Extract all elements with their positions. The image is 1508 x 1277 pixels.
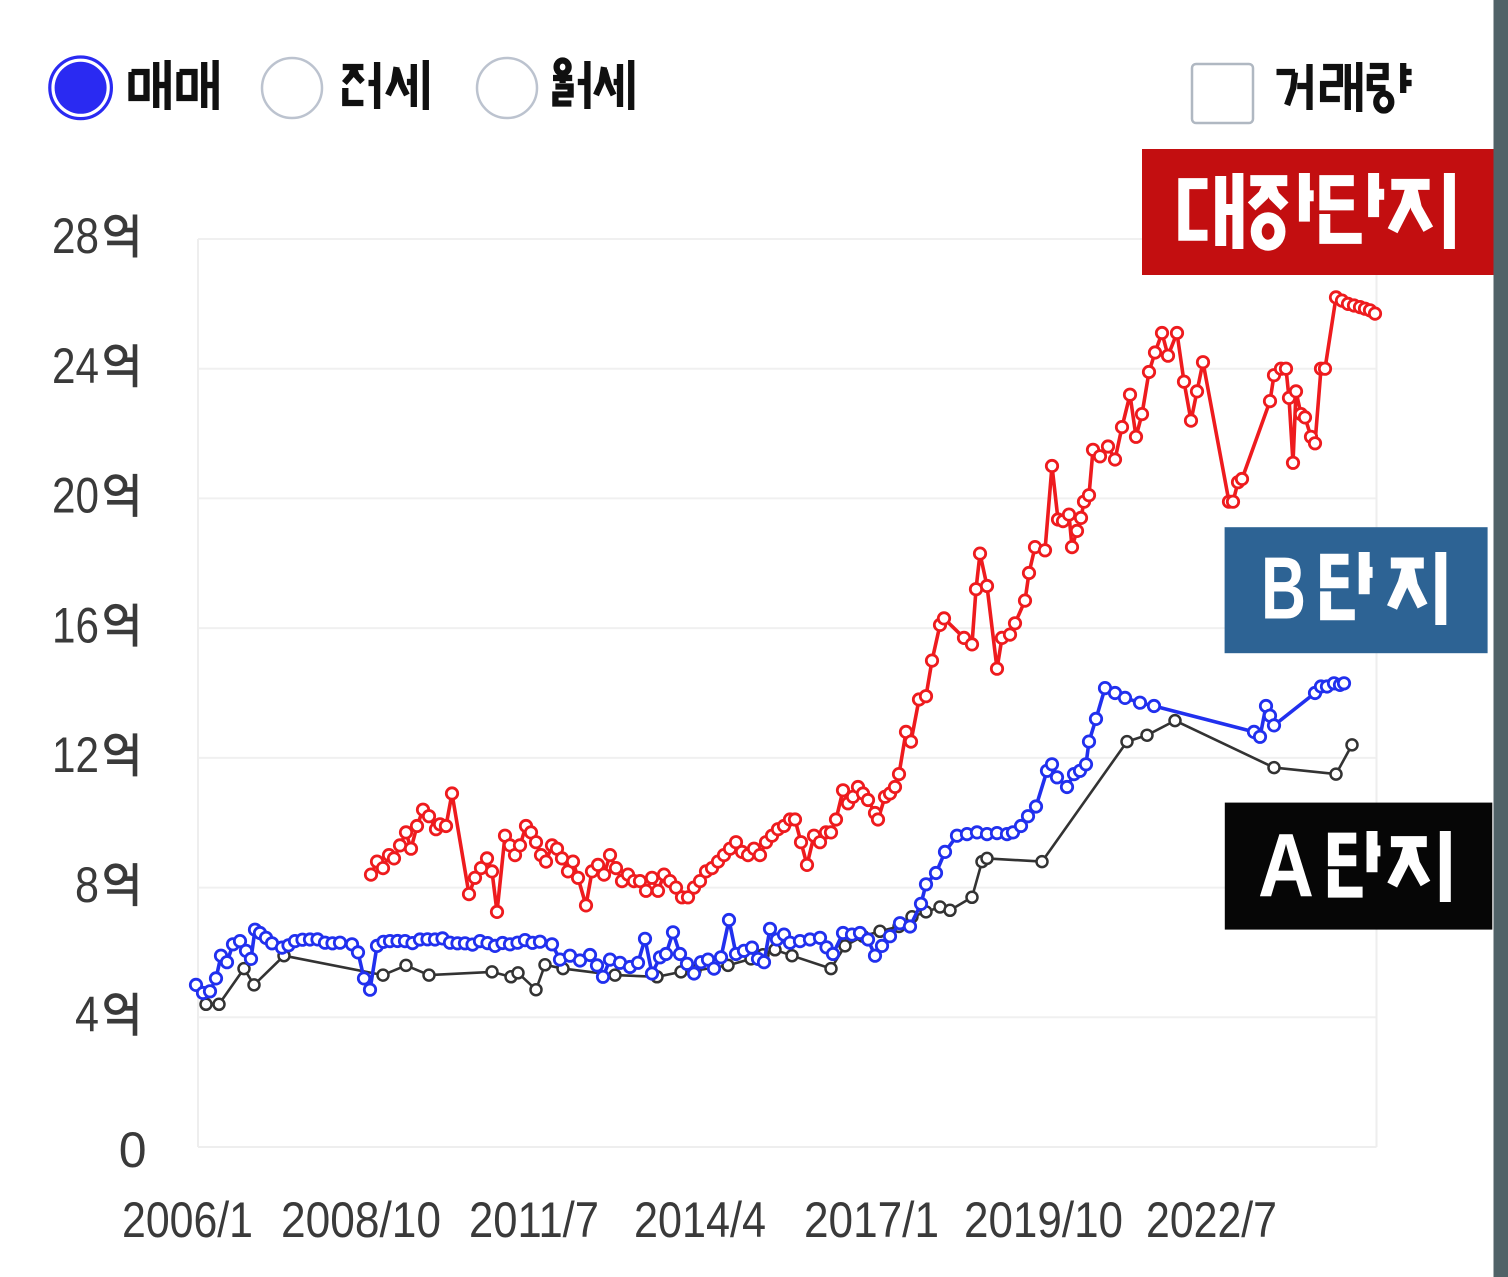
svg-text:16: 16 [52, 597, 99, 653]
svg-text:24: 24 [52, 338, 99, 394]
svg-text:4: 4 [75, 987, 99, 1043]
svg-text:2022/7: 2022/7 [1146, 1192, 1277, 1248]
svg-text:2014/4: 2014/4 [634, 1192, 766, 1248]
svg-text:0: 0 [119, 1122, 147, 1178]
svg-text:20: 20 [52, 468, 99, 524]
svg-text:28: 28 [52, 208, 99, 264]
svg-text:2019/10: 2019/10 [964, 1192, 1123, 1248]
svg-text:B: B [1261, 539, 1306, 638]
svg-text:2017/1: 2017/1 [804, 1192, 939, 1248]
svg-text:2006/1: 2006/1 [122, 1192, 253, 1248]
svg-text:2008/10: 2008/10 [281, 1192, 441, 1248]
svg-text:2011/7: 2011/7 [469, 1192, 599, 1248]
svg-text:12: 12 [52, 727, 99, 783]
svg-text:A: A [1258, 816, 1314, 916]
svg-text:8: 8 [75, 857, 99, 913]
